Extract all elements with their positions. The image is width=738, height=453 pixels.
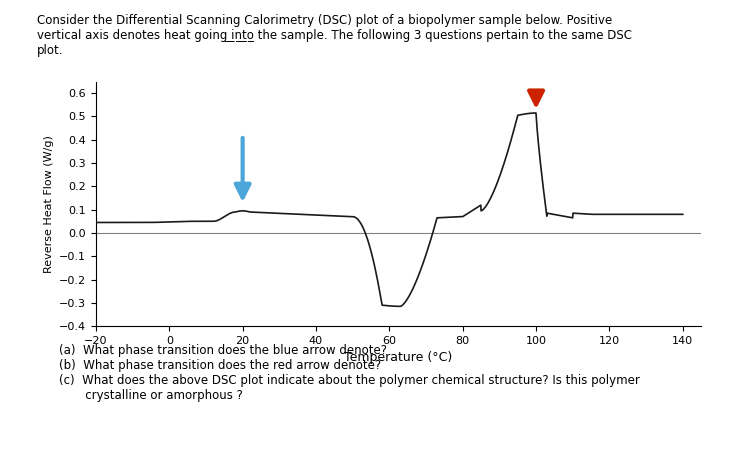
- Text: Consider the Differential Scanning Calorimetry (DSC) plot of a biopolymer sample: Consider the Differential Scanning Calor…: [37, 14, 632, 57]
- Text: (a)  What phase transition does the blue arrow denote?
(b)  What phase transitio: (a) What phase transition does the blue …: [59, 344, 640, 402]
- X-axis label: Temperature (°C): Temperature (°C): [345, 352, 452, 364]
- Y-axis label: Reverse Heat Flow (W/g): Reverse Heat Flow (W/g): [44, 135, 54, 273]
